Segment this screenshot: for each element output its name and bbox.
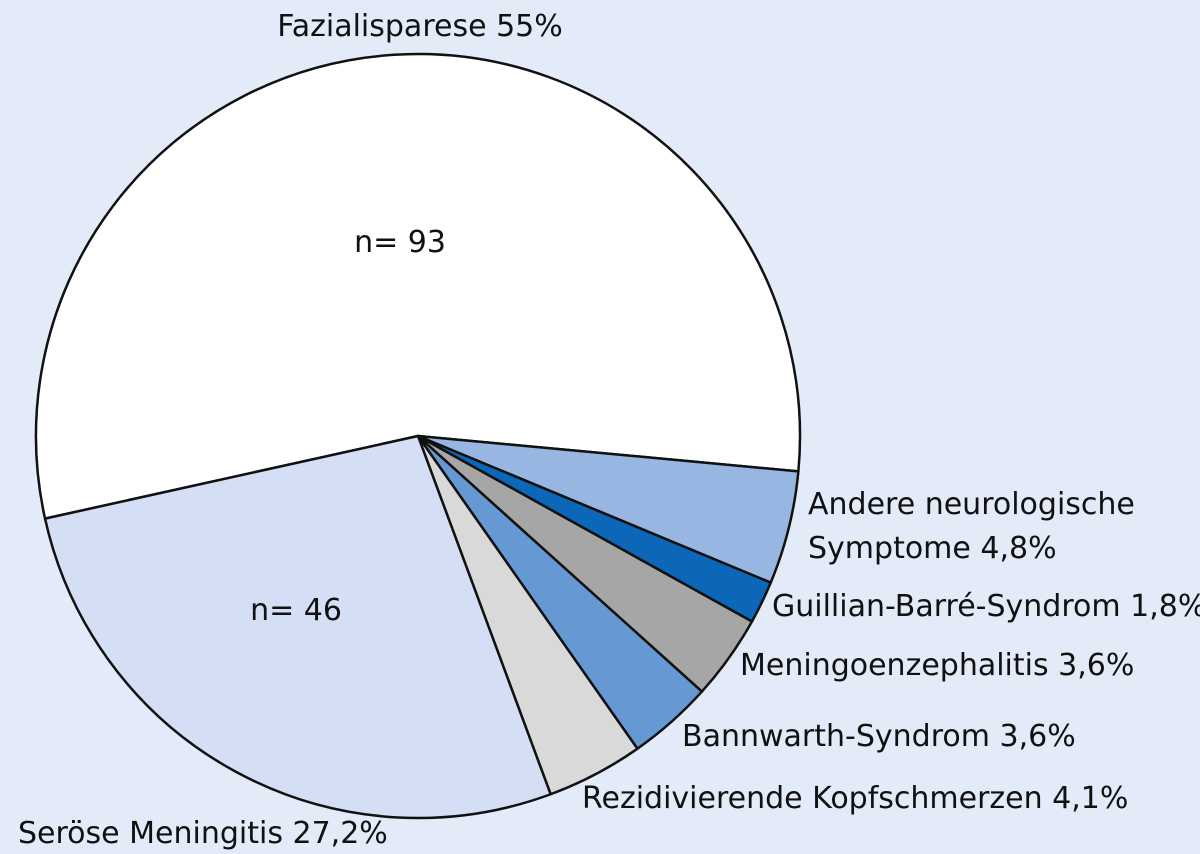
label-bannwarth-syndrom: Bannwarth-Syndrom 3,6% [682,719,1076,754]
slice-fazialisparese [34,52,802,520]
count-seroese-meningitis: n= 46 [250,593,342,628]
label-seroese-meningitis: Seröse Meningitis 27,2% [18,816,388,851]
pie-slices [34,52,802,820]
label-guillian-barre-syndrom: Guillian-Barré-Syndrom 1,8% [772,589,1200,624]
pie-labels: Fazialisparese 55% n= 93 Andere neurolog… [18,9,1200,851]
label-andere-neurologische-symptome-line2: Symptome 4,8% [808,531,1057,566]
count-fazialisparese: n= 93 [354,225,446,260]
label-meningoenzephalitis: Meningoenzephalitis 3,6% [740,648,1134,683]
label-fazialisparese: Fazialisparese 55% [277,9,563,44]
slice-seroese-meningitis [43,434,552,820]
label-andere-neurologische-symptome-line1: Andere neurologische [808,487,1135,522]
label-rezidivierende-kopfschmerzen: Rezidivierende Kopfschmerzen 4,1% [582,781,1128,816]
